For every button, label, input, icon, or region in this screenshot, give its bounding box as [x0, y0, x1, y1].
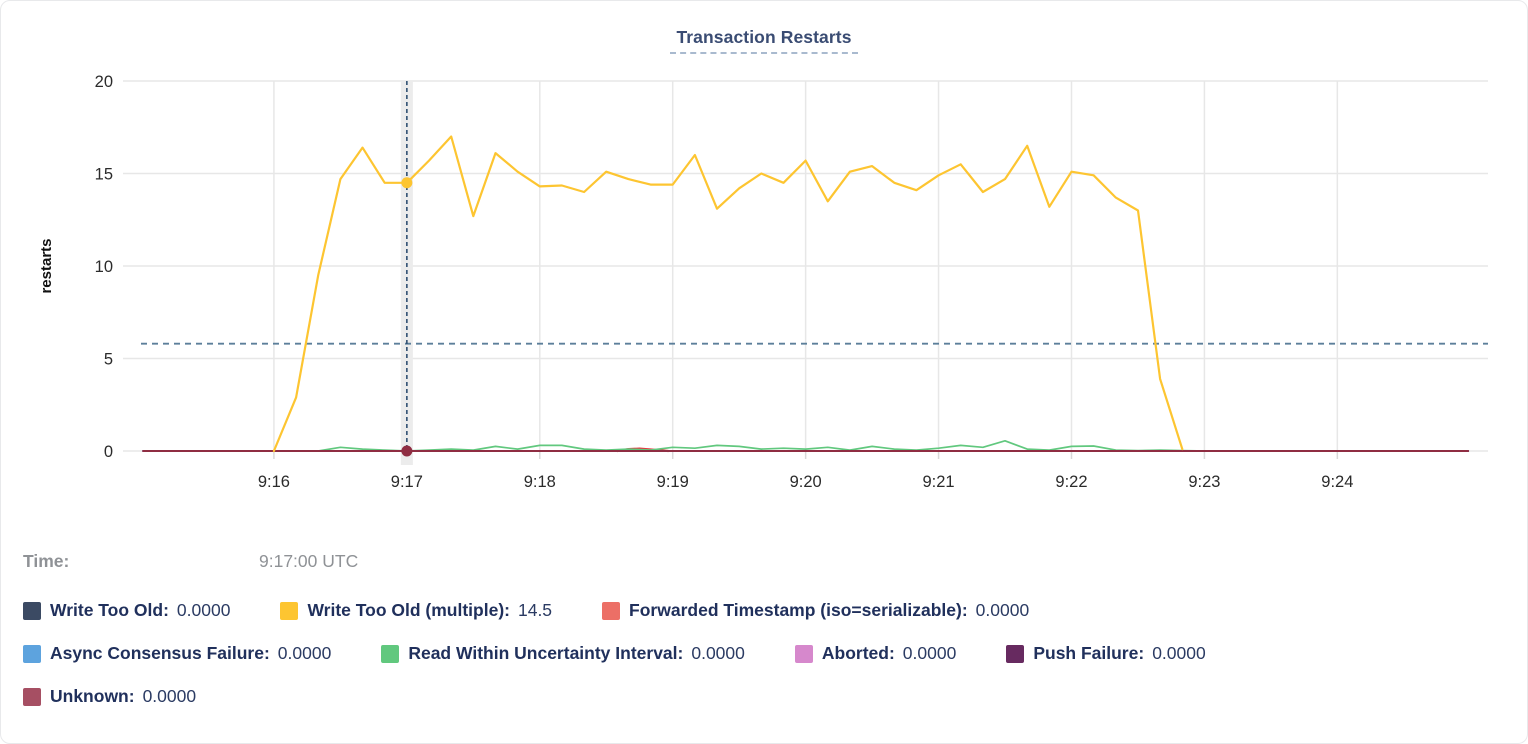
chart-title[interactable]: Transaction Restarts — [670, 27, 858, 54]
legend-row: Async Consensus Failure: 0.0000 Read Withi… — [23, 643, 1505, 664]
legend-value: 0.0000 — [691, 643, 745, 663]
legend-value: 0.0000 — [277, 643, 332, 663]
legend-value: 0.0000 — [142, 686, 197, 706]
legend-value: 14.5 — [517, 600, 553, 620]
x-tick-label: 9:16 — [258, 473, 290, 491]
y-tick-label: 15 — [95, 166, 113, 184]
legend-item-unknown: Unknown: 0.0000 — [23, 686, 196, 707]
y-tick-label: 10 — [95, 258, 113, 276]
legend: Write Too Old: 0.0000 Write Too Old (multi… — [1, 600, 1527, 707]
series-line-read-within-uncertainty-interval — [317, 439, 1206, 452]
x-tick-label: 9:22 — [1055, 473, 1087, 491]
legend-item-aborted: Aborted: 0.0000 — [794, 643, 957, 664]
tooltip-time-row: Time: 9:17:00 UTC — [1, 551, 1527, 572]
legend-swatch-icon — [1006, 644, 1025, 663]
legend-label: Write Too Old: — [50, 600, 169, 620]
chart-area: 0 5 10 15 20 9:16 9:17 9:18 9:19 9:20 9:21 9:22 9:23… — [1, 57, 1528, 507]
x-tick-label: 9:18 — [524, 473, 556, 491]
legend-item-write-too-old: Write Too Old: 0.0000 — [23, 600, 230, 621]
series-line-write-too-old-multiple — [272, 135, 1184, 453]
x-tick-label: 9:24 — [1321, 473, 1353, 491]
legend-label: Read Within Uncertainty Interval: — [408, 643, 684, 663]
legend-item-push-failure: Push Failure: 0.0000 — [1006, 643, 1206, 664]
transaction-restarts-chart[interactable]: 0 5 10 15 20 9:16 9:17 9:18 9:19 9:20 9:21 9:22 9:23… — [1, 57, 1528, 507]
legend-row: Write Too Old: 0.0000 Write Too Old (multi… — [23, 600, 1505, 621]
legend-swatch-icon — [23, 601, 41, 620]
y-tick-label: 0 — [104, 443, 113, 461]
x-tick-label: 9:20 — [790, 473, 822, 491]
legend-item-forwarded-timestamp-iso-serializable: Forwarded Timestamp (iso=serializable): 0… — [602, 600, 1029, 621]
legend-value: 0.0000 — [975, 600, 1030, 620]
legend-item-write-too-old-multiple: Write Too Old (multiple): 14.5 — [280, 600, 552, 621]
x-tick-label: 9:17 — [391, 473, 423, 491]
time-label: Time: — [23, 551, 70, 571]
legend-swatch-icon — [381, 644, 400, 663]
crosshair-dot — [401, 445, 413, 457]
legend-swatch-icon — [794, 644, 813, 663]
legend-value: 0.0000 — [176, 600, 231, 620]
legend-swatch-icon — [23, 687, 41, 706]
legend-swatch-icon — [23, 644, 41, 663]
legend-label: Unknown: — [50, 686, 135, 706]
legend-value: 0.0000 — [902, 643, 957, 663]
legend-item-read-within-uncertainty-interval: Read Within Uncertainty Interval: 0.0000 — [381, 643, 745, 664]
legend-label: Write Too Old (multiple): — [307, 600, 510, 620]
legend-swatch-icon — [602, 601, 621, 620]
x-tick-label: 9:19 — [657, 473, 689, 491]
legend-label: Forwarded Timestamp (iso=serializable): — [629, 600, 968, 620]
y-axis-label: restarts — [38, 238, 55, 293]
legend-value: 0.0000 — [1152, 643, 1206, 663]
crosshair-dot — [401, 177, 413, 189]
time-value: 9:17:00 UTC — [259, 551, 359, 571]
legend-swatch-icon — [280, 601, 299, 620]
legend-label: Push Failure: — [1033, 643, 1145, 663]
legend-item-async-consensus-failure: Async Consensus Failure: 0.0000 — [23, 643, 331, 664]
y-tick-label: 20 — [95, 73, 113, 91]
x-tick-label: 9:21 — [923, 473, 955, 491]
legend-label: Async Consensus Failure: — [50, 643, 270, 663]
x-tick-label: 9:23 — [1188, 473, 1220, 491]
legend-label: Aborted: — [821, 643, 895, 663]
y-tick-label: 5 — [104, 351, 113, 369]
chart-title-row: Transaction Restarts — [1, 27, 1527, 57]
legend-row: Unknown: 0.0000 — [23, 686, 1505, 707]
